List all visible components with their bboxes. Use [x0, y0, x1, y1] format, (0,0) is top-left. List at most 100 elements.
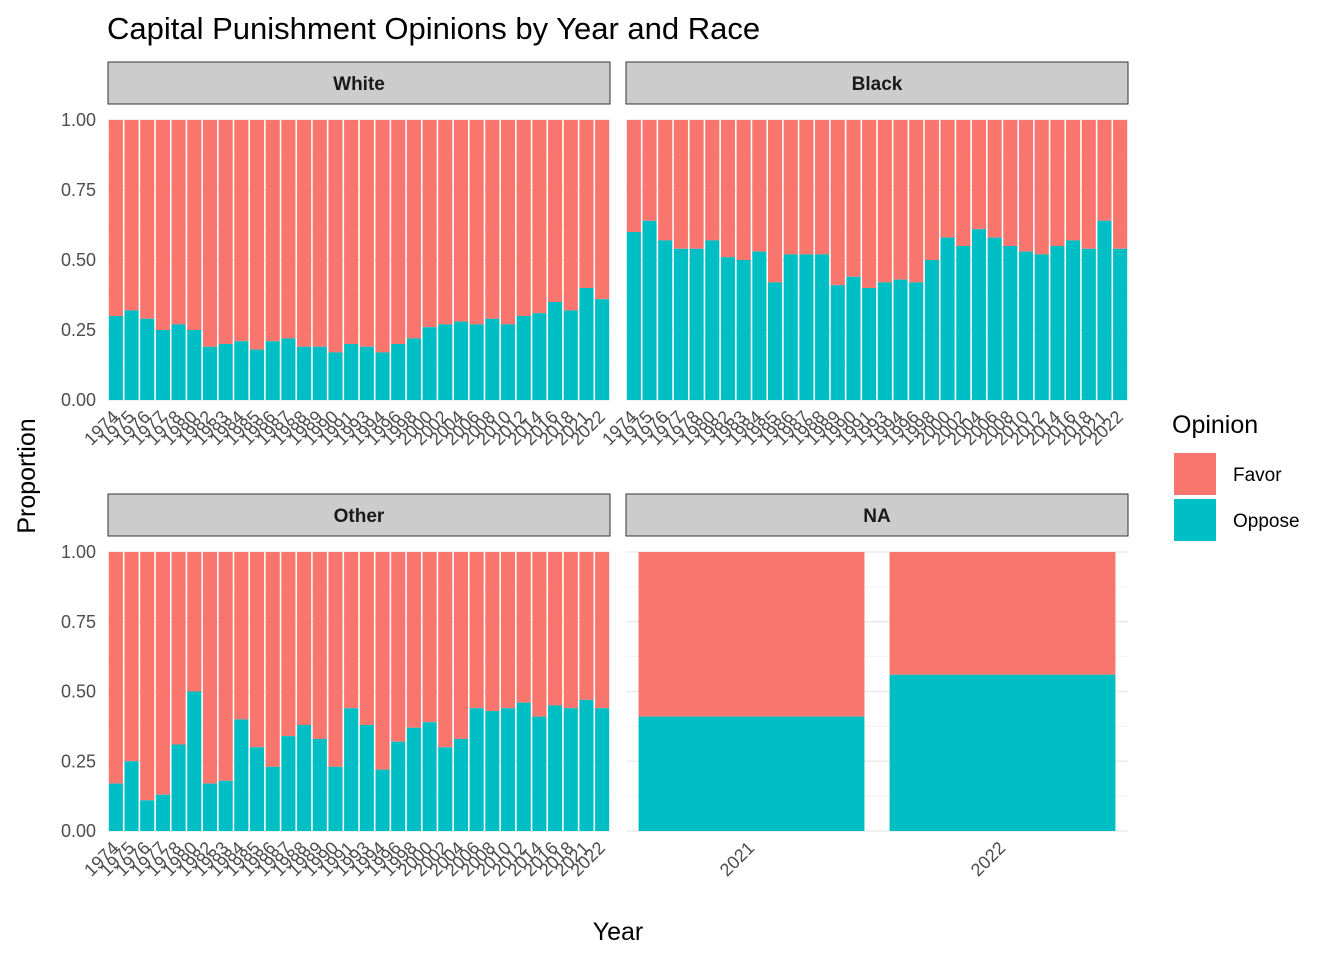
bar-favor — [422, 120, 437, 328]
bar-favor — [532, 552, 547, 717]
bar-favor — [249, 120, 265, 350]
bar-favor — [1034, 120, 1049, 255]
y-tick-label: 0.25 — [61, 320, 96, 340]
x-tick-label: 2022 — [967, 838, 1009, 880]
bar-favor — [595, 552, 610, 709]
x-tick-label: 2021 — [716, 838, 758, 880]
bar-favor — [359, 552, 374, 725]
bar-oppose — [391, 741, 406, 831]
bar-oppose — [846, 276, 861, 400]
y-tick-label: 0.50 — [61, 250, 96, 270]
strip-label: Other — [334, 506, 385, 527]
bar-oppose — [438, 324, 453, 400]
bar-oppose — [889, 674, 1116, 831]
y-tick-label: 0.00 — [61, 821, 96, 841]
bar-oppose — [406, 338, 421, 400]
bar-favor — [344, 120, 359, 344]
legend-label-favor: Favor — [1233, 465, 1282, 486]
bar-oppose — [1081, 248, 1096, 400]
bar-favor — [532, 120, 547, 314]
bar-favor — [767, 120, 783, 283]
bar-oppose — [1050, 246, 1065, 400]
bar-favor — [328, 552, 343, 767]
bar-favor — [453, 552, 469, 739]
bar-oppose — [249, 747, 265, 831]
bar-favor — [485, 120, 500, 319]
bar-oppose — [799, 254, 814, 400]
strip-na — [625, 493, 1129, 537]
bar-oppose — [312, 346, 327, 400]
bar-oppose — [956, 246, 971, 400]
bar-favor — [312, 120, 327, 347]
bar-oppose — [1113, 248, 1128, 400]
bar-oppose — [940, 237, 955, 400]
bar-oppose — [187, 691, 202, 831]
bar-favor — [799, 120, 814, 255]
bar-favor — [956, 120, 971, 246]
bar-favor — [344, 552, 359, 709]
bar-favor — [736, 120, 751, 260]
bar-oppose — [155, 330, 170, 400]
bar-favor — [469, 552, 484, 709]
bar-oppose — [108, 316, 123, 400]
bar-oppose — [281, 736, 296, 831]
bar-oppose — [124, 310, 139, 400]
strip-label: White — [333, 74, 385, 95]
bar-oppose — [1034, 254, 1049, 400]
bar-oppose — [500, 324, 516, 400]
bar-oppose — [202, 346, 218, 400]
bar-oppose — [453, 738, 469, 831]
bar-favor — [924, 120, 939, 260]
bar-favor — [328, 120, 343, 353]
bar-favor — [815, 120, 830, 255]
bar-favor — [893, 120, 908, 280]
bar-favor — [391, 552, 406, 742]
bar-favor — [1018, 120, 1034, 252]
bar-oppose — [1066, 240, 1081, 400]
bar-favor — [438, 552, 453, 748]
bar-oppose — [187, 330, 202, 400]
bar-favor — [406, 552, 421, 728]
bar-favor — [124, 552, 139, 762]
bar-favor — [783, 120, 798, 255]
y-tick-label: 0.25 — [61, 751, 96, 771]
bar-oppose — [344, 344, 359, 400]
bar-oppose — [579, 288, 594, 400]
bar-oppose — [218, 344, 233, 400]
bar-oppose — [783, 254, 798, 400]
y-axis-title: Proportion — [13, 418, 41, 533]
bar-favor — [579, 120, 594, 288]
bar-favor — [689, 120, 704, 249]
bar-favor — [877, 120, 892, 283]
bar-oppose — [862, 288, 877, 400]
bar-oppose — [218, 780, 233, 831]
strip-label: NA — [863, 506, 891, 527]
bar-favor — [406, 120, 421, 339]
bar-oppose — [1003, 246, 1018, 400]
bar-oppose — [328, 766, 343, 831]
strip-label: Black — [852, 74, 903, 95]
bar-oppose — [249, 349, 265, 400]
bar-oppose — [171, 744, 186, 831]
bar-favor — [720, 120, 736, 258]
bar-favor — [312, 552, 327, 739]
bar-favor — [595, 120, 610, 300]
bar-oppose — [234, 719, 249, 831]
panel-white: White0.000.250.500.751.00197419751976197… — [61, 61, 611, 449]
bar-favor — [265, 552, 280, 767]
bar-oppose — [265, 341, 280, 400]
bar-oppose — [155, 794, 170, 831]
bar-oppose — [344, 708, 359, 831]
bar-favor — [124, 120, 139, 311]
bar-oppose — [736, 260, 751, 400]
strip-other — [107, 493, 611, 537]
bar-favor — [265, 120, 280, 342]
bar-favor — [375, 552, 390, 770]
bar-oppose — [548, 705, 563, 831]
strip-white — [107, 61, 611, 105]
bar-oppose — [658, 240, 673, 400]
bar-oppose — [642, 220, 657, 400]
facet-panels: White0.000.250.500.751.00197419751976197… — [61, 61, 1129, 880]
bar-favor — [516, 120, 531, 316]
bar-favor — [218, 552, 233, 781]
